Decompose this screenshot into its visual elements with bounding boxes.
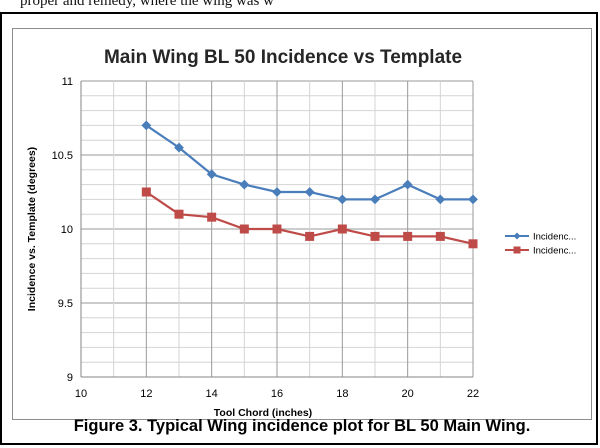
legend-marker bbox=[513, 246, 521, 254]
data-point bbox=[272, 187, 282, 197]
y-tick-label: 9 bbox=[67, 372, 73, 384]
series-layer bbox=[141, 120, 478, 249]
data-point bbox=[402, 179, 413, 190]
x-axis-label: Tool Chord (inches) bbox=[214, 407, 312, 419]
legend: Incidenc... Incidenc... bbox=[505, 232, 576, 257]
series-1 bbox=[141, 120, 478, 205]
x-tick-label: 20 bbox=[402, 388, 414, 400]
axes: 9 9.5 10 10.5 11 10 12 14 16 18 20 22 bbox=[52, 76, 480, 400]
data-point bbox=[174, 209, 184, 219]
data-point bbox=[272, 224, 282, 234]
x-tick-label: 14 bbox=[206, 388, 218, 400]
x-tick-label: 12 bbox=[140, 388, 152, 400]
data-point bbox=[207, 212, 217, 222]
data-point bbox=[337, 224, 347, 234]
legend-label: Incidenc... bbox=[533, 246, 576, 257]
data-point bbox=[141, 120, 152, 131]
data-point bbox=[304, 187, 315, 197]
legend-entry: Incidenc... bbox=[505, 246, 576, 257]
data-point bbox=[370, 194, 380, 205]
data-point bbox=[305, 231, 315, 241]
x-tick-label: 18 bbox=[336, 388, 348, 400]
y-tick-label: 10 bbox=[61, 224, 73, 236]
x-tick-label: 16 bbox=[271, 388, 283, 400]
x-tick-label: 22 bbox=[467, 388, 479, 400]
x-tick-label: 10 bbox=[75, 388, 87, 400]
figure-caption: Figure 3. Typical Wing incidence plot fo… bbox=[73, 417, 531, 435]
data-point bbox=[468, 194, 478, 205]
chart-title: Main Wing BL 50 Incidence vs Template bbox=[104, 47, 462, 68]
figure-frame: 9 9.5 10 10.5 11 10 12 14 16 18 20 22 Incidenc... In… bbox=[0, 12, 598, 445]
series-2 bbox=[141, 187, 478, 249]
data-point bbox=[435, 194, 446, 205]
legend-marker bbox=[513, 232, 521, 240]
chart-area: 9 9.5 10 10.5 11 10 12 14 16 18 20 22 Incidenc... In… bbox=[12, 28, 592, 420]
data-point bbox=[239, 179, 250, 190]
data-point bbox=[370, 231, 380, 241]
y-axis-label: Incidence vs. Template (degrees) bbox=[26, 147, 38, 311]
data-point bbox=[403, 231, 413, 241]
data-point bbox=[174, 142, 184, 153]
legend-entry: Incidenc... bbox=[505, 232, 576, 243]
page-text-line: proper and remedy, where the wing was w bbox=[20, 0, 274, 9]
legend-label: Incidenc... bbox=[533, 232, 576, 243]
data-point bbox=[206, 169, 217, 180]
y-tick-label: 10.5 bbox=[52, 150, 73, 162]
page-text-fragment: proper and remedy, where the wing was w bbox=[0, 0, 600, 14]
y-tick-label: 9.5 bbox=[58, 298, 73, 310]
data-point bbox=[468, 239, 478, 249]
y-tick-label: 11 bbox=[62, 76, 73, 88]
data-point bbox=[337, 194, 348, 205]
data-point bbox=[435, 231, 445, 241]
data-point bbox=[239, 224, 249, 234]
data-point bbox=[141, 187, 151, 197]
